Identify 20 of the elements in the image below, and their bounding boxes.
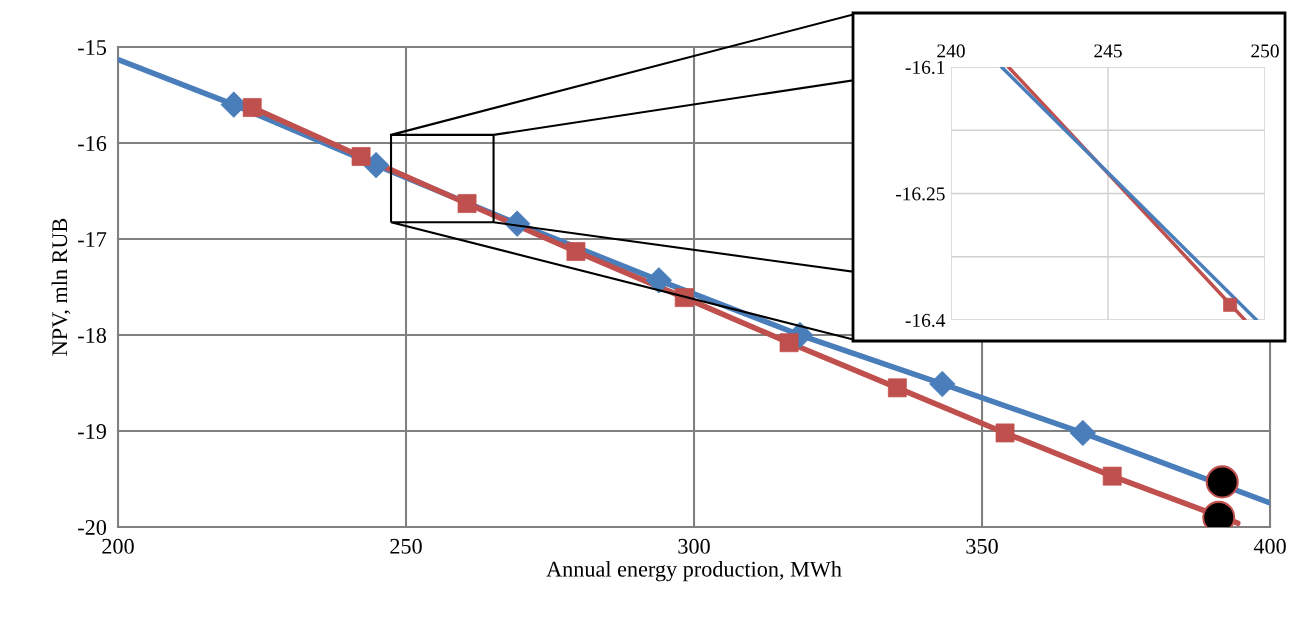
y-axis-title: NPV, mln RUB: [51, 218, 71, 356]
y-tick-label: -15: [78, 40, 107, 55]
y-tick-label: -16.4: [905, 313, 946, 328]
x-axis-title: Annual energy production, MWh: [546, 561, 842, 582]
x-tick-label: 400: [1253, 538, 1286, 554]
y-tick-label: -17: [78, 232, 107, 247]
x-tick-label: 200: [102, 538, 134, 554]
y-tick-label: -18: [78, 327, 107, 343]
x-tick-label: 350: [966, 538, 998, 554]
x-tick-label: 245: [1094, 44, 1122, 58]
x-tick-label: 250: [390, 538, 422, 554]
point: [1205, 465, 1239, 499]
x-tick-label: 250: [1251, 44, 1279, 58]
x-tick-label: 300: [678, 538, 710, 554]
x-tick-label: 240: [937, 44, 965, 58]
y-tick-label: -16.1: [905, 60, 945, 75]
y-tick-label: -19: [78, 424, 106, 439]
y-tick-label: -16: [78, 136, 107, 151]
y-tick-label: -16.25: [895, 187, 945, 201]
y-tick-label: -20: [78, 519, 107, 535]
